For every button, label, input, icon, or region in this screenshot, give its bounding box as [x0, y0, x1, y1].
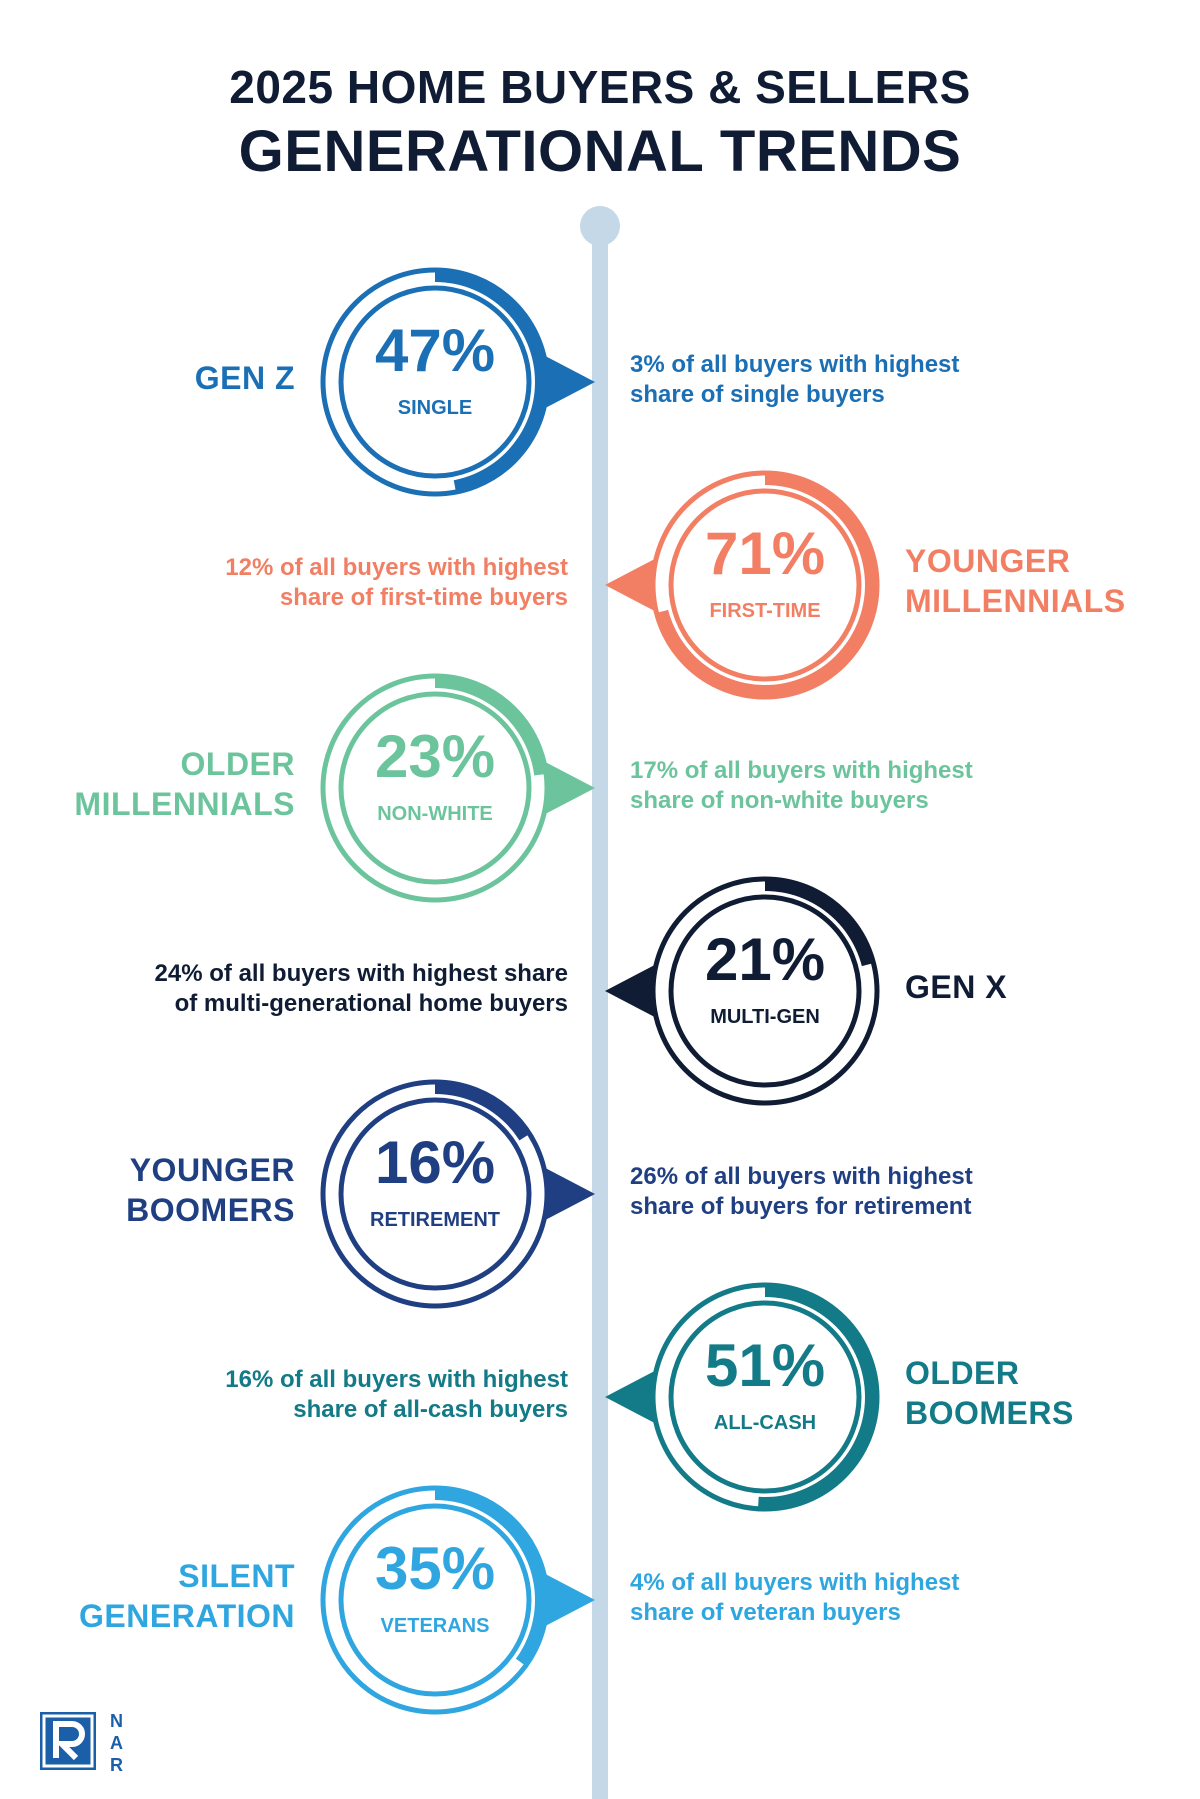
percent-value: 23%: [374, 723, 496, 790]
inner-ring: [338, 285, 532, 479]
inner-ring: [338, 1097, 532, 1291]
metric-label: NON-WHITE: [377, 803, 493, 825]
gauge-0: [320, 267, 595, 497]
metric-label: ALL-CASH: [713, 1412, 817, 1434]
timeline-dot: [580, 206, 620, 246]
title-line-2: GENERATIONAL TRENDS: [238, 119, 962, 184]
percent-value: 71%: [704, 520, 826, 587]
gauge-1: [605, 470, 880, 700]
metric-label: MULTI-GEN: [710, 1006, 820, 1028]
generation-name: OLDER MILLENNIALS: [74, 746, 295, 822]
generation-name: YOUNGER BOOMERS: [126, 1152, 295, 1228]
generation-description: 3% of all buyers with highest share of s…: [630, 351, 960, 408]
generation-description: 17% of all buyers with highest share of …: [630, 757, 973, 814]
generation-name: GEN Z: [194, 360, 295, 396]
percent-value: 47%: [374, 317, 496, 384]
percent-value: 16%: [374, 1129, 496, 1196]
percent-value: 51%: [704, 1332, 826, 1399]
generation-name: SILENT GENERATION: [79, 1558, 295, 1634]
generation-description: 12% of all buyers with highest share of …: [225, 554, 568, 611]
generation-description: 26% of all buyers with highest share of …: [630, 1163, 973, 1220]
generation-name: OLDER BOOMERS: [905, 1355, 1074, 1431]
gauge-6: [320, 1485, 595, 1715]
percent-value: 35%: [374, 1535, 496, 1602]
generation-description: 24% of all buyers with highest share of …: [154, 960, 568, 1017]
percent-value: 21%: [704, 926, 826, 993]
inner-ring: [338, 691, 532, 885]
gauge-3: [605, 876, 880, 1106]
title-line-1: 2025 HOME BUYERS & SELLERS: [229, 61, 971, 113]
metric-label: FIRST-TIME: [709, 600, 821, 622]
generation-name: YOUNGER MILLENNIALS: [905, 543, 1126, 619]
generation-name: GEN X: [905, 969, 1008, 1005]
gauge-2: [320, 673, 595, 903]
metric-label: VETERANS: [380, 1615, 490, 1637]
gauge-5: [605, 1282, 880, 1512]
inner-ring: [668, 1300, 862, 1494]
inner-ring: [668, 488, 862, 682]
inner-ring: [668, 894, 862, 1088]
nar-logo-icon: [40, 1712, 96, 1770]
metric-label: SINGLE: [397, 397, 473, 419]
nar-logo-letters: N A R: [110, 1711, 123, 1775]
gauge-4: [320, 1079, 595, 1309]
inner-ring: [338, 1503, 532, 1697]
generation-description: 4% of all buyers with highest share of v…: [630, 1569, 960, 1626]
metric-label: RETIREMENT: [370, 1209, 500, 1231]
generation-description: 16% of all buyers with highest share of …: [225, 1366, 568, 1423]
timeline-line: [592, 222, 608, 1799]
